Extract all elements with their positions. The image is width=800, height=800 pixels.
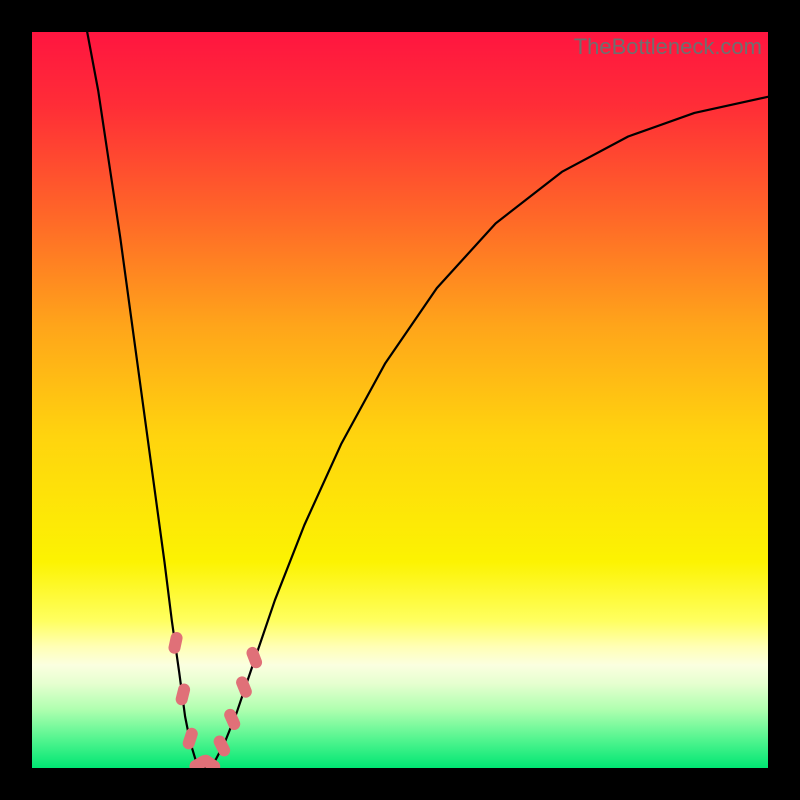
plot-area: TheBottleneck.com (32, 32, 768, 768)
bottleneck-curve (32, 32, 768, 768)
curve-marker (174, 682, 191, 706)
watermark-text: TheBottleneck.com (574, 34, 762, 60)
curve-marker (212, 733, 233, 758)
curve-marker (222, 707, 242, 732)
curve-marker (181, 726, 199, 751)
curve-marker (245, 645, 264, 670)
outer-frame: TheBottleneck.com (0, 0, 800, 800)
curve-marker (167, 631, 183, 655)
curve-marker (234, 675, 253, 700)
